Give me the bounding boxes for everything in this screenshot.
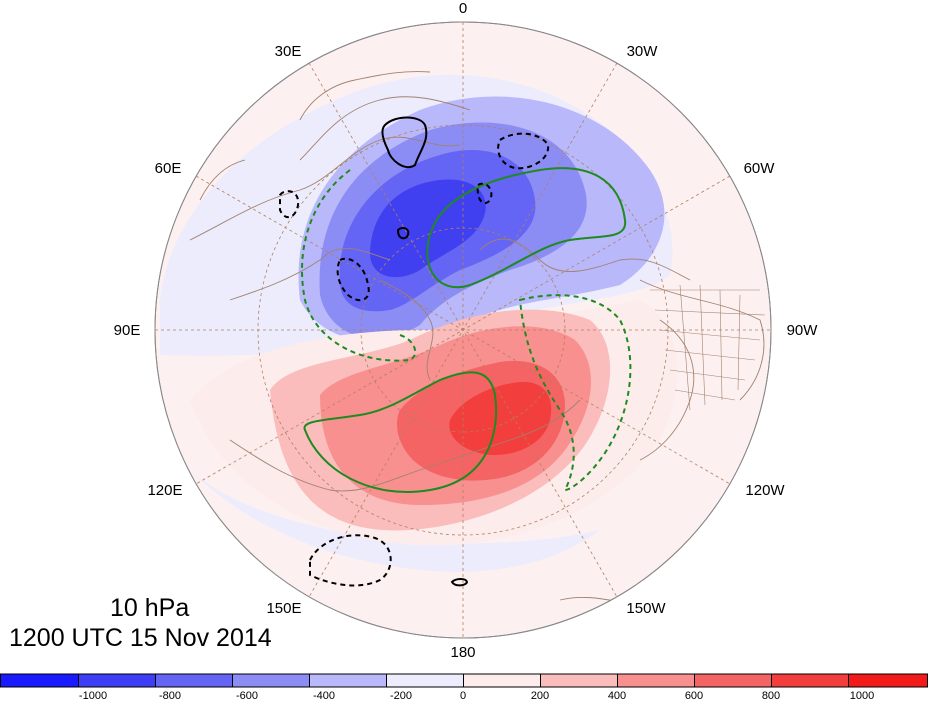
colorbar-label: -200 (390, 690, 412, 702)
lon-label-30e: 30E (275, 43, 302, 60)
colorbar-swatch (386, 673, 464, 688)
colorbar-label: -600 (236, 690, 258, 702)
title-level: 10 hPa (110, 594, 190, 622)
colorbar-label: 400 (608, 690, 626, 702)
anomaly-field (155, 22, 771, 638)
lon-label-180: 180 (450, 644, 475, 660)
colorbar-swatch (694, 673, 772, 688)
colorbar-swatch (309, 673, 387, 688)
colorbar-label: 600 (685, 690, 703, 702)
colorbar-label: 1000 (850, 690, 874, 702)
colorbar-swatch (771, 673, 849, 688)
green-contours (301, 167, 632, 493)
colorbar-swatch (848, 673, 928, 688)
lon-label-120w: 120W (745, 482, 785, 499)
colorbar-swatch (78, 673, 156, 688)
title-time: 1200 UTC 15 Nov 2014 (9, 624, 272, 652)
colorbar-labels: -1000 -800 -600 -400 -200 0 200 400 600 … (79, 690, 874, 702)
lon-label-150e: 150E (266, 600, 301, 617)
colorbar-swatch (463, 673, 541, 688)
graticule (155, 22, 771, 638)
lon-label-60e: 60E (155, 160, 182, 177)
negative-anomaly-800-1000 (370, 179, 486, 278)
lon-label-150w: 150W (626, 600, 666, 617)
longitude-labels: 0 30W 60W 90W 120W 150W 180 150E 120E 90… (114, 0, 819, 660)
lon-label-0: 0 (459, 0, 467, 17)
lon-label-60w: 60W (744, 160, 776, 177)
black-contours (279, 116, 550, 587)
colorbar-swatch (155, 673, 233, 688)
colorbar-label: 200 (531, 690, 549, 702)
lon-label-90e: 90E (114, 322, 141, 339)
colorbar: -1000 -800 -600 -400 -200 0 200 400 600 … (0, 673, 928, 702)
colorbar-label: 0 (460, 690, 466, 702)
colorbar-label: -400 (313, 690, 335, 702)
lon-label-30w: 30W (627, 43, 659, 60)
colorbar-label: -800 (159, 690, 181, 702)
colorbar-boxes (0, 673, 928, 688)
lon-label-90w: 90W (787, 322, 819, 339)
colorbar-swatch (232, 673, 310, 688)
colorbar-label: -1000 (79, 690, 107, 702)
positive-anomaly-800-1000 (449, 381, 552, 455)
colorbar-swatch (540, 673, 618, 688)
negative-anomaly-0-200-south (190, 470, 600, 572)
colorbar-swatch (617, 673, 695, 688)
lon-label-120e: 120E (147, 482, 182, 499)
polar-map: 0 30W 60W 90W 120W 150W 180 150E 120E 90… (114, 0, 819, 660)
colorbar-swatch (0, 673, 79, 688)
state-borders (650, 284, 766, 411)
colorbar-label: 800 (762, 690, 780, 702)
